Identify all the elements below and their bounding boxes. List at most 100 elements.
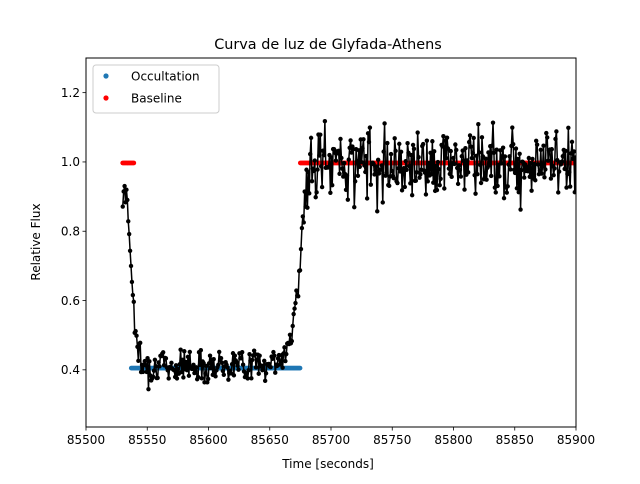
light-curve-point [393,148,398,154]
light-curve-point [183,359,189,365]
light-curve-point [426,160,431,166]
light-curve-point [362,163,367,168]
light-curve-point [425,179,430,184]
x-tick-label: 85700 [312,433,350,447]
light-curve-point [540,164,545,169]
light-curve-point [262,358,267,364]
light-curve-point [517,151,522,156]
light-curve-point [407,163,412,169]
light-curve-point [386,183,392,188]
light-curve-point [367,125,373,130]
light-curve-point [462,187,467,192]
light-curve-point [172,368,177,373]
y-axis-label: Relative Flux [29,203,43,280]
light-curve-point [506,162,511,167]
light-curve-point [300,214,306,219]
light-curve-point [186,373,192,378]
light-curve-point [319,164,324,169]
light-curve-point [120,204,125,209]
light-curve-point [468,144,474,149]
light-curve-point [456,163,462,168]
light-curve-point [254,357,260,362]
light-curve-point [344,173,350,178]
light-curve-point [491,150,497,155]
light-curve-point [545,135,550,140]
light-curve-point [140,369,146,375]
legend-box [92,64,220,114]
x-axis: 85500 85550 85600 85650 85700 85750 85800 85850… [67,427,595,447]
light-curve-point [549,147,555,152]
light-curve-point [307,151,313,157]
light-curve-point [226,377,231,382]
light-curve-point [529,188,534,193]
light-curve-point [177,362,182,367]
light-curve-point [198,348,204,353]
light-curve-point [236,367,241,372]
light-curve-point [163,356,169,361]
light-curve-point [246,368,251,373]
x-tick-label: 85600 [189,433,227,447]
light-curve-point [336,148,341,153]
light-curve-point [410,142,416,148]
light-curve-point [405,141,410,146]
light-curve-point [388,151,394,157]
light-curve-point [124,187,129,192]
light-curve-point [459,154,464,159]
light-curve-point [220,368,226,374]
light-curve-point [155,375,160,381]
light-curve-point [404,167,409,172]
light-curve-point [539,171,544,176]
light-curve-point [436,166,441,172]
light-curve-point [571,149,576,154]
legend-label-baseline: Baseline [131,92,182,106]
light-curve-point [553,136,558,142]
light-curve-point [385,140,390,146]
light-curve-point [500,145,506,150]
light-curve-point [282,345,287,350]
light-curve-point [218,356,224,361]
light-curve-point [160,350,166,355]
light-curve-point [371,161,376,167]
light-curve-point [157,364,162,369]
light-curve-point [144,369,149,375]
legend-marker-occultation [103,73,109,79]
light-curve-point [341,160,347,166]
light-curve-point [444,135,450,140]
light-curve-point [512,170,518,176]
light-curve-point [294,288,299,293]
light-curve-point [178,347,183,352]
light-curve-point [205,376,211,382]
light-curve-point [423,192,429,197]
light-curve-point [174,376,180,381]
light-curve-point [134,333,139,338]
light-curve-point [518,207,523,212]
light-curve-point [356,148,362,153]
light-curve-point [364,196,370,201]
light-curve-point [564,185,569,190]
light-curve-point [125,197,130,203]
light-curve-point [527,174,532,179]
light-curve-point [416,154,421,160]
light-curve-point [349,150,354,155]
light-curve-point [235,363,240,368]
light-curve-point [173,363,179,368]
light-curve-point [391,176,396,181]
light-curve-point [479,135,485,140]
legend-marker-baseline [103,95,109,101]
light-curve-point [519,167,524,173]
light-curve-point [510,125,515,130]
light-curve-point [357,164,362,169]
light-curve-point [131,299,136,305]
light-curve-point [541,143,546,148]
light-curve-point [193,368,198,374]
light-curve-point [382,121,387,126]
light-curve-point [368,182,374,187]
light-curve-point [338,136,343,142]
light-curve-point [129,279,135,285]
light-curve-point [392,136,397,141]
x-axis-label: Time [seconds] [281,457,374,471]
light-curve-point [229,362,235,367]
light-curve-point [524,164,530,170]
light-curve-point [352,204,357,210]
